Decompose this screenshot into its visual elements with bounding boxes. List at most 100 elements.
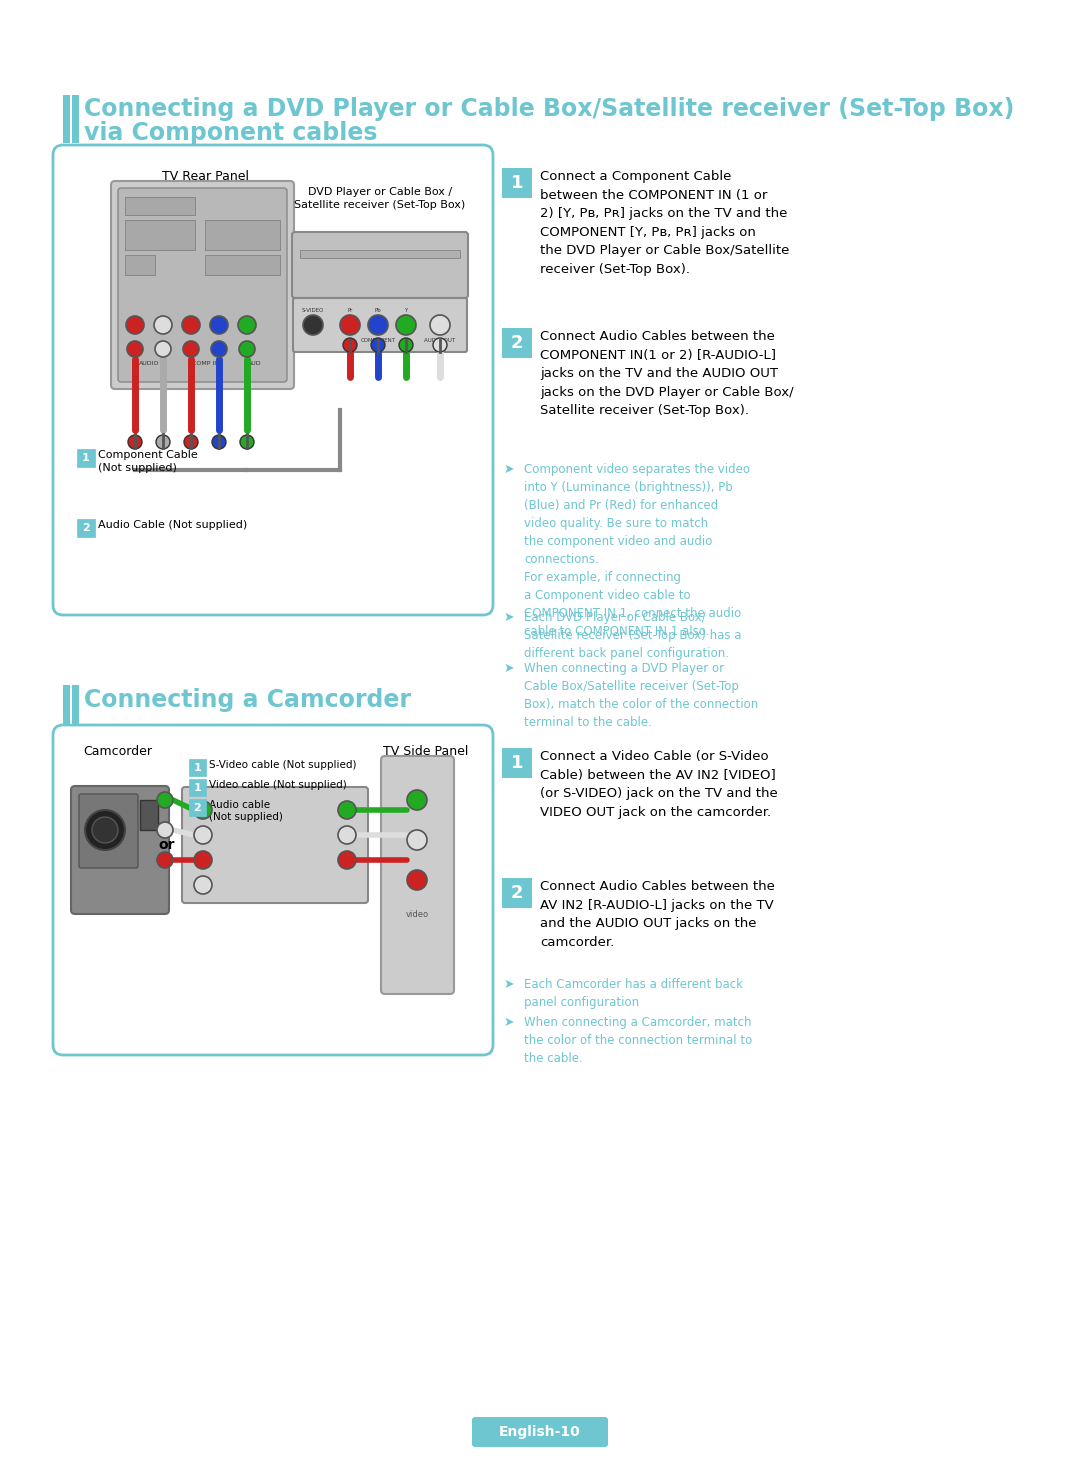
Circle shape bbox=[183, 341, 199, 357]
Text: DVD Player or Cable Box /
Satellite receiver (Set-Top Box): DVD Player or Cable Box / Satellite rece… bbox=[295, 187, 465, 210]
Text: 2: 2 bbox=[82, 523, 90, 534]
FancyBboxPatch shape bbox=[183, 786, 368, 903]
Text: ➤: ➤ bbox=[504, 978, 514, 991]
FancyBboxPatch shape bbox=[53, 725, 492, 1055]
Circle shape bbox=[407, 789, 427, 810]
Text: Connect Audio Cables between the
COMPONENT IN(1 or 2) [R-AUDIO-L]
jacks on the T: Connect Audio Cables between the COMPONE… bbox=[540, 329, 794, 417]
Text: Audio cable
(Not supplied): Audio cable (Not supplied) bbox=[210, 800, 283, 822]
Bar bbox=[502, 168, 532, 198]
Circle shape bbox=[183, 316, 200, 334]
FancyBboxPatch shape bbox=[79, 794, 138, 867]
Text: Connect a Component Cable
between the COMPONENT IN (1 or
2) [Y, Pʙ, Pʀ] jacks on: Connect a Component Cable between the CO… bbox=[540, 171, 789, 275]
Text: 1: 1 bbox=[82, 453, 90, 463]
Circle shape bbox=[396, 315, 416, 335]
Bar bbox=[63, 96, 70, 143]
Text: COMP IN: COMP IN bbox=[191, 362, 218, 366]
Circle shape bbox=[240, 435, 254, 448]
Text: When connecting a Camcorder, match
the color of the connection terminal to
the c: When connecting a Camcorder, match the c… bbox=[524, 1016, 753, 1064]
Bar bbox=[63, 685, 70, 725]
Text: Connecting a Camcorder: Connecting a Camcorder bbox=[84, 688, 411, 711]
Text: Audio Cable (Not supplied): Audio Cable (Not supplied) bbox=[98, 520, 247, 531]
Text: Component video separates the video
into Y (Luminance (brightness)), Pb
(Blue) a: Component video separates the video into… bbox=[524, 463, 750, 638]
Text: Connect Audio Cables between the
AV IN2 [R-AUDIO-L] jacks on the TV
and the AUDI: Connect Audio Cables between the AV IN2 … bbox=[540, 881, 774, 948]
Text: AUDIO: AUDIO bbox=[138, 362, 159, 366]
Circle shape bbox=[399, 338, 413, 351]
Circle shape bbox=[343, 338, 357, 351]
Text: Pb: Pb bbox=[375, 309, 381, 313]
Text: Each Camcorder has a different back
panel configuration: Each Camcorder has a different back pane… bbox=[524, 978, 743, 1008]
FancyBboxPatch shape bbox=[77, 519, 95, 537]
Text: Component Cable
(Not supplied): Component Cable (Not supplied) bbox=[98, 450, 198, 473]
Text: When connecting a DVD Player or
Cable Box/Satellite receiver (Set-Top
Box), matc: When connecting a DVD Player or Cable Bo… bbox=[524, 663, 758, 729]
Circle shape bbox=[338, 851, 356, 869]
Bar bbox=[72, 685, 79, 725]
Circle shape bbox=[154, 316, 172, 334]
Bar bbox=[125, 220, 195, 250]
Text: 1: 1 bbox=[193, 782, 201, 792]
Circle shape bbox=[157, 822, 173, 838]
FancyBboxPatch shape bbox=[189, 779, 206, 795]
FancyBboxPatch shape bbox=[53, 146, 492, 614]
Circle shape bbox=[85, 810, 125, 850]
Circle shape bbox=[156, 341, 171, 357]
FancyBboxPatch shape bbox=[189, 759, 206, 776]
Circle shape bbox=[127, 341, 143, 357]
Bar bbox=[205, 254, 280, 275]
FancyBboxPatch shape bbox=[381, 756, 454, 994]
Circle shape bbox=[372, 338, 384, 351]
Text: 2: 2 bbox=[511, 883, 523, 903]
Circle shape bbox=[211, 341, 227, 357]
Text: ➤: ➤ bbox=[504, 612, 514, 623]
Bar bbox=[205, 220, 280, 250]
FancyBboxPatch shape bbox=[71, 786, 168, 914]
Circle shape bbox=[184, 435, 198, 448]
Text: ➤: ➤ bbox=[504, 1016, 514, 1029]
Circle shape bbox=[157, 792, 173, 808]
Circle shape bbox=[156, 435, 170, 448]
Text: 1: 1 bbox=[511, 754, 523, 772]
Circle shape bbox=[157, 853, 173, 867]
Circle shape bbox=[407, 870, 427, 889]
Text: Pr: Pr bbox=[348, 309, 353, 313]
Circle shape bbox=[338, 801, 356, 819]
Text: AUDIO OUT: AUDIO OUT bbox=[424, 338, 456, 343]
Bar bbox=[502, 878, 532, 908]
Circle shape bbox=[194, 826, 212, 844]
Bar bbox=[502, 748, 532, 778]
Bar bbox=[125, 197, 195, 215]
Circle shape bbox=[238, 316, 256, 334]
Bar bbox=[300, 250, 460, 259]
Text: or: or bbox=[159, 838, 175, 853]
FancyBboxPatch shape bbox=[77, 448, 95, 467]
FancyBboxPatch shape bbox=[292, 232, 468, 298]
Text: Video cable (Not supplied): Video cable (Not supplied) bbox=[210, 781, 347, 789]
FancyBboxPatch shape bbox=[111, 181, 294, 390]
Circle shape bbox=[338, 826, 356, 844]
Text: Camcorder: Camcorder bbox=[83, 745, 152, 759]
Bar bbox=[140, 800, 158, 831]
Text: S-VIDEO: S-VIDEO bbox=[301, 309, 324, 313]
Circle shape bbox=[239, 341, 255, 357]
Text: via Component cables: via Component cables bbox=[84, 121, 378, 146]
Text: video: video bbox=[405, 910, 429, 919]
Text: 2: 2 bbox=[193, 803, 201, 813]
Circle shape bbox=[212, 435, 226, 448]
Text: TV Rear Panel: TV Rear Panel bbox=[162, 171, 248, 182]
Text: 1: 1 bbox=[193, 763, 201, 773]
Text: Y: Y bbox=[404, 309, 407, 313]
Circle shape bbox=[210, 316, 228, 334]
Text: S-Video cable (Not supplied): S-Video cable (Not supplied) bbox=[210, 760, 356, 770]
Text: ➤: ➤ bbox=[504, 463, 514, 476]
Text: 1: 1 bbox=[511, 173, 523, 193]
Text: Each DVD Player or Cable Box/
Satellite receiver (Set-Top Box) has a
different b: Each DVD Player or Cable Box/ Satellite … bbox=[524, 612, 742, 660]
Text: Connecting a DVD Player or Cable Box/Satellite receiver (Set-Top Box): Connecting a DVD Player or Cable Box/Sat… bbox=[84, 97, 1014, 121]
FancyBboxPatch shape bbox=[472, 1417, 608, 1446]
Text: COMPONENT: COMPONENT bbox=[361, 338, 395, 343]
FancyBboxPatch shape bbox=[293, 298, 467, 351]
Bar bbox=[502, 328, 532, 359]
Circle shape bbox=[194, 801, 212, 819]
Bar bbox=[125, 254, 156, 275]
Circle shape bbox=[126, 316, 144, 334]
Bar bbox=[72, 96, 79, 143]
Text: TV Side Panel: TV Side Panel bbox=[382, 745, 468, 759]
